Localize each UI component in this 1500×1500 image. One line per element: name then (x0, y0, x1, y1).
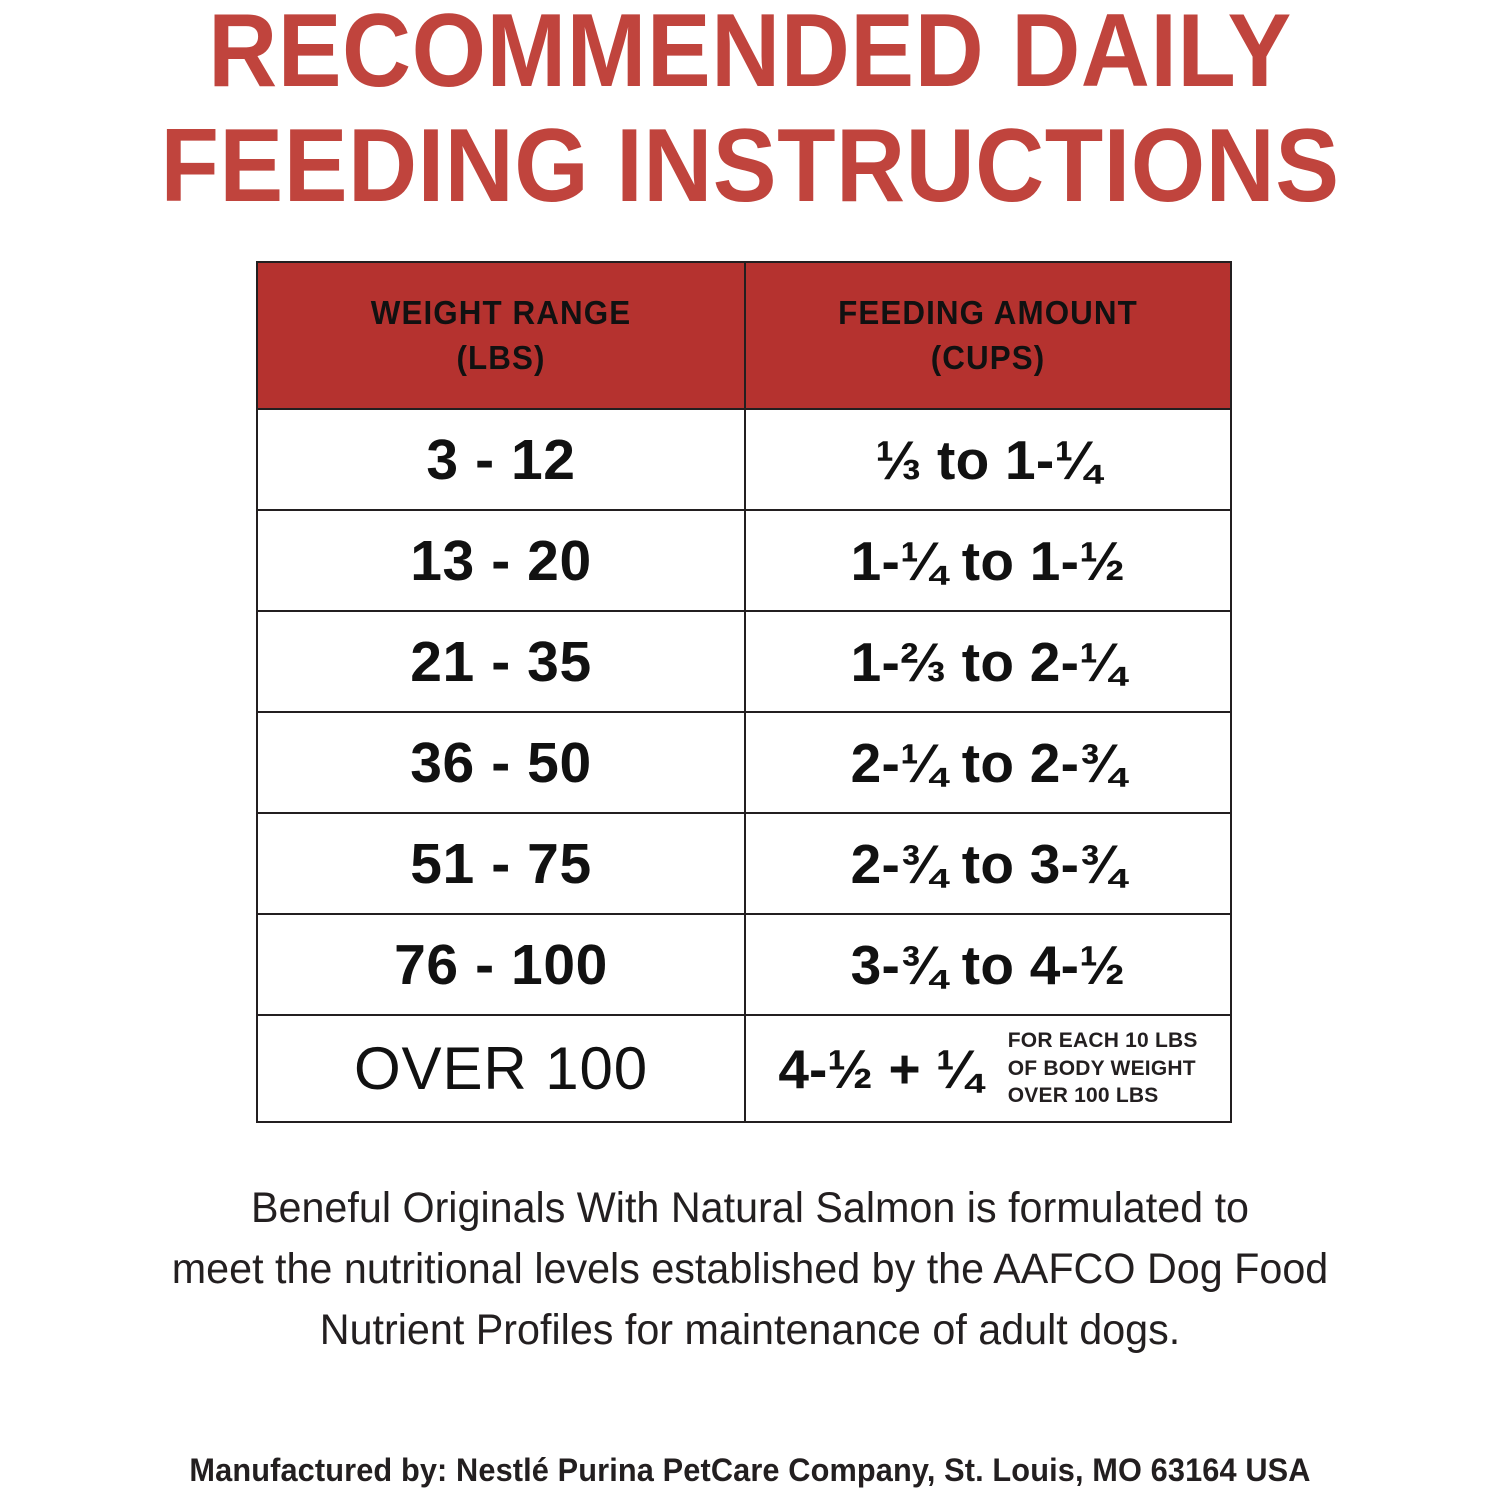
cell-weight-range: 76 - 100 (256, 913, 746, 1016)
note-line-1: FOR EACH 10 LBS (1007, 1028, 1198, 1052)
cell-feeding-amount-value: 4-½ + ¼ (778, 1037, 982, 1100)
cell-feeding-amount: 1-¼ to 1-½ (744, 509, 1232, 612)
table-row: 3 - 12 ⅓ to 1-¼ (256, 408, 1232, 511)
page-title: RECOMMENDED DAILY FEEDING INSTRUCTIONS (0, 0, 1500, 224)
table-row: 36 - 50 2-¼ to 2-¾ (256, 711, 1232, 814)
aafco-statement-line-1: Beneful Originals With Natural Salmon is… (250, 1184, 1250, 1232)
aafco-statement-line-2: meet the nutritional levels established … (171, 1245, 1329, 1294)
aafco-statement-line-3: Nutrient Profiles for maintenance of adu… (319, 1306, 1181, 1355)
cell-feeding-amount-over-100: 4-½ + ¼ FOR EACH 10 LBS OF BODY WEIGHT O… (744, 1014, 1232, 1123)
cell-feeding-amount: 3-¾ to 4-½ (744, 913, 1232, 1016)
cell-feeding-amount: 2-¾ to 3-¾ (744, 812, 1232, 915)
table-header-row: WEIGHT RANGE (LBS) FEEDING AMOUNT (CUPS) (256, 261, 1232, 410)
column-header-feeding-amount-unit: (CUPS) (930, 338, 1046, 376)
table-row: 51 - 75 2-¾ to 3-¾ (256, 812, 1232, 915)
column-header-weight-range-label: WEIGHT RANGE (370, 293, 632, 331)
cell-weight-range-over-100: OVER 100 (256, 1014, 746, 1123)
aafco-statement: Beneful Originals With Natural Salmon is… (136, 1178, 1365, 1361)
column-header-weight-range: WEIGHT RANGE (LBS) (256, 261, 746, 410)
table-row-over-100: OVER 100 4-½ + ¼ FOR EACH 10 LBS OF BODY… (256, 1014, 1232, 1123)
table-row: 76 - 100 3-¾ to 4-½ (256, 913, 1232, 1016)
column-header-weight-range-unit: (LBS) (456, 338, 546, 376)
manufacturer-statement: Manufactured by: Nestlé Purina PetCare C… (189, 1452, 1311, 1488)
table-body: 3 - 12 ⅓ to 1-¼ 13 - 20 1-¼ to 1-½ 21 - … (256, 408, 1232, 1123)
cell-weight-range: 3 - 12 (256, 408, 746, 511)
page-title-line-2: FEEDING INSTRUCTIONS (160, 107, 1340, 224)
cell-feeding-amount: 1-⅔ to 2-¼ (744, 610, 1232, 713)
cell-weight-range: 36 - 50 (256, 711, 746, 814)
page-title-line-1: RECOMMENDED DAILY (208, 0, 1292, 109)
cell-feeding-amount: ⅓ to 1-¼ (744, 408, 1232, 511)
feeding-instructions-table: WEIGHT RANGE (LBS) FEEDING AMOUNT (CUPS)… (256, 261, 1232, 1123)
column-header-feeding-amount-label: FEEDING AMOUNT (838, 293, 1138, 331)
column-header-feeding-amount: FEEDING AMOUNT (CUPS) (744, 261, 1232, 410)
cell-feeding-amount-note: FOR EACH 10 LBS OF BODY WEIGHT OVER 100 … (1008, 1027, 1198, 1110)
cell-feeding-amount: 2-¼ to 2-¾ (744, 711, 1232, 814)
cell-weight-range: 13 - 20 (256, 509, 746, 612)
table-header: WEIGHT RANGE (LBS) FEEDING AMOUNT (CUPS) (256, 261, 1232, 410)
cell-weight-range: 51 - 75 (256, 812, 746, 915)
cell-weight-range: 21 - 35 (256, 610, 746, 713)
table-row: 13 - 20 1-¼ to 1-½ (256, 509, 1232, 612)
note-line-2: OF BODY WEIGHT (1007, 1056, 1196, 1080)
table-row: 21 - 35 1-⅔ to 2-¼ (256, 610, 1232, 713)
note-line-3: OVER 100 LBS (1007, 1084, 1159, 1108)
